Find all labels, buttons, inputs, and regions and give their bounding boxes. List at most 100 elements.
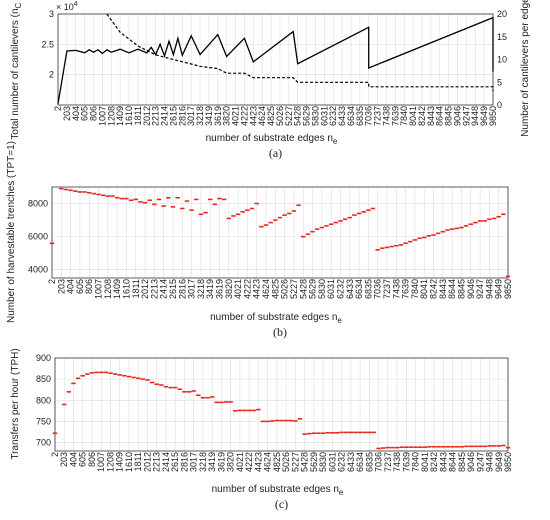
chart-a-xtick-label: 6433 (337, 106, 347, 126)
chart-c-xtick-label: 404 (68, 452, 78, 467)
chart-a-xtick-label: 6835 (355, 106, 365, 126)
chart-c-xtick-label: 806 (87, 452, 97, 467)
chart-b-xtick-label: 4825 (270, 279, 280, 299)
chart-a-grid (57, 13, 494, 105)
chart-a: 2203404605806100712081409161018112012221… (10, 0, 533, 160)
chart-a-xtick-label: 2213 (151, 106, 161, 126)
chart-b-xtick-label: 6835 (363, 279, 373, 299)
chart-a-xtick-label: 7237 (373, 106, 383, 126)
chart-a-y-multiplier-exp: 4 (74, 1, 78, 8)
chart-a-xtick-label: 8644 (435, 106, 445, 126)
chart-a-xlabel: number of substrate edges ne (206, 133, 338, 146)
chart-c-xtick-label: 1007 (96, 452, 106, 472)
chart-b-xtick-label: 1007 (94, 279, 104, 299)
chart-b-xtick-label: 5629 (308, 279, 318, 299)
chart-c-xtick-label: 4423 (253, 452, 263, 472)
chart-c-ytick-label: 850 (36, 374, 51, 384)
chart-c-xtick-label: 8644 (448, 452, 458, 472)
chart-c-xtick-label: 203 (59, 452, 69, 467)
chart-a-xtick-label: 2012 (142, 106, 152, 126)
chart-c-xtick-label: 7639 (401, 452, 411, 472)
chart-a-xtick-label: 2414 (160, 106, 170, 126)
chart-c-ytick-label: 900 (36, 353, 51, 363)
chart-b-xtick-label: 1811 (131, 279, 141, 298)
chart-c-xlabel-text: number of substrate edges n (212, 484, 339, 495)
chart-a-xtick-label: 9649 (479, 106, 489, 126)
chart-b-xtick-label: 2816 (177, 279, 187, 299)
chart-c-xtick-label: 8242 (429, 452, 439, 472)
chart-c-xtick-label: 4021 (235, 452, 245, 472)
chart-b-xtick-label: 3619 (215, 279, 225, 299)
chart-a-xtick-label: 8041 (408, 106, 418, 126)
chart-c-xtick-label: 6433 (346, 452, 356, 472)
chart-c-xtick-label: 1208 (105, 452, 115, 472)
chart-b-xtick-label: 9046 (466, 279, 476, 299)
chart-b-xtick-label: 6232 (335, 279, 345, 299)
chart-c-xtick-label: 3218 (198, 452, 208, 472)
chart-c-axes-frame (54, 357, 509, 452)
chart-a-xtick-label: 5629 (302, 106, 312, 126)
chart-b: 2 203 404 605 806 1007 1208 1409 1610 1811 2012 221… (6, 141, 513, 339)
chart-b-xlabel-text: number of substrate edges n (210, 312, 337, 323)
chart-b-xtick-label: 2 (47, 279, 57, 284)
chart-c-xtick-label: 1409 (115, 452, 125, 472)
chart-b-xtick-label: 7036 (373, 279, 383, 299)
chart-a-xtick-label: 9448 (470, 106, 480, 126)
chart-a-xtick-label: 605 (80, 106, 90, 121)
chart-a-xlabel-subscript: e (333, 137, 338, 146)
chart-c-ytick-label: 800 (36, 395, 51, 405)
chart-a-axes-frame (57, 13, 494, 106)
chart-c-xlabel-subscript: e (339, 488, 344, 497)
chart-a-xtick-label: 8845 (444, 106, 454, 126)
chart-c-xtick-label: 3619 (216, 452, 226, 472)
chart-a-xtick-label: 3218 (195, 106, 205, 126)
chart-c-xtick-label: 605 (78, 452, 88, 467)
chart-a-caption: (a) (269, 146, 282, 160)
chart-a-xtick-label: 3619 (213, 106, 223, 126)
chart-b-xtick-label: 7639 (401, 279, 411, 299)
chart-a-xtick-label: 3820 (222, 106, 232, 126)
chart-c-xtick-label: 8443 (438, 452, 448, 472)
chart-c-xtick-label: 6634 (355, 452, 365, 472)
chart-b-xtick-label: 8443 (438, 279, 448, 299)
chart-a-xtick-label: 2 (53, 106, 63, 111)
chart-a-xtick-label: 4825 (266, 106, 276, 126)
chart-c-xtick-label: 1610 (124, 452, 134, 472)
chart-c-xtick-label: 6835 (364, 452, 374, 472)
chart-b-xtick-label: 8041 (419, 279, 429, 299)
chart-c-xtick-label: 3820 (226, 452, 236, 472)
chart-b-xtick-label: 605 (75, 279, 85, 294)
chart-c-xtick-label: 2 (50, 452, 60, 457)
chart-c-xtick-label: 6232 (337, 452, 347, 472)
chart-b-xtick-label: 3820 (224, 279, 234, 299)
chart-a-xtick-label: 5026 (275, 106, 285, 126)
chart-b-xtick-label: 4021 (233, 279, 243, 299)
chart-b-ytick-label: 6000 (28, 232, 48, 242)
chart-a-xtick-label: 5830 (310, 106, 320, 126)
chart-a-xtick-label: 4222 (239, 106, 249, 126)
chart-b-xtick-label: 7237 (382, 279, 392, 299)
chart-a-ytick-right-label: 20 (497, 9, 507, 19)
chart-c-xtick-label: 1811 (133, 452, 143, 471)
chart-c-xtick-label: 2615 (170, 452, 180, 472)
chart-a-xtick-label: 7036 (364, 106, 374, 126)
chart-a-series-per-edge-line (106, 13, 494, 92)
chart-c-xtick-label: 5026 (281, 452, 291, 472)
chart-c-xtick-label: 2816 (179, 452, 189, 472)
chart-a-ylabel-right: Number of cantilevers per edge nC (520, 0, 533, 137)
chart-b-xtick-label: 9448 (484, 279, 494, 299)
chart-c-ylabel: Transfers per hour (TPH) (10, 348, 21, 459)
chart-c-xtick-label: 7036 (374, 452, 384, 472)
chart-c-caption: (c) (275, 497, 288, 511)
chart-c-xtick-label: 3419 (207, 452, 217, 472)
chart-a-ylabel-left-part: · n (10, 0, 21, 3)
chart-b-xtick-label: 6433 (345, 279, 355, 299)
chart-b-xtick-label: 4423 (252, 279, 262, 299)
chart-a-xtick-label: 9046 (452, 106, 462, 126)
chart-c-xtick-label: 9046 (466, 452, 476, 472)
chart-b-xtick-label: 8845 (456, 279, 466, 299)
chart-b-xtick-label: 3017 (187, 279, 197, 299)
chart-c-xtick-label: 5629 (309, 452, 319, 472)
chart-c-xtick-label: 6031 (327, 452, 337, 472)
chart-c-xtick-label: 5227 (290, 452, 300, 472)
